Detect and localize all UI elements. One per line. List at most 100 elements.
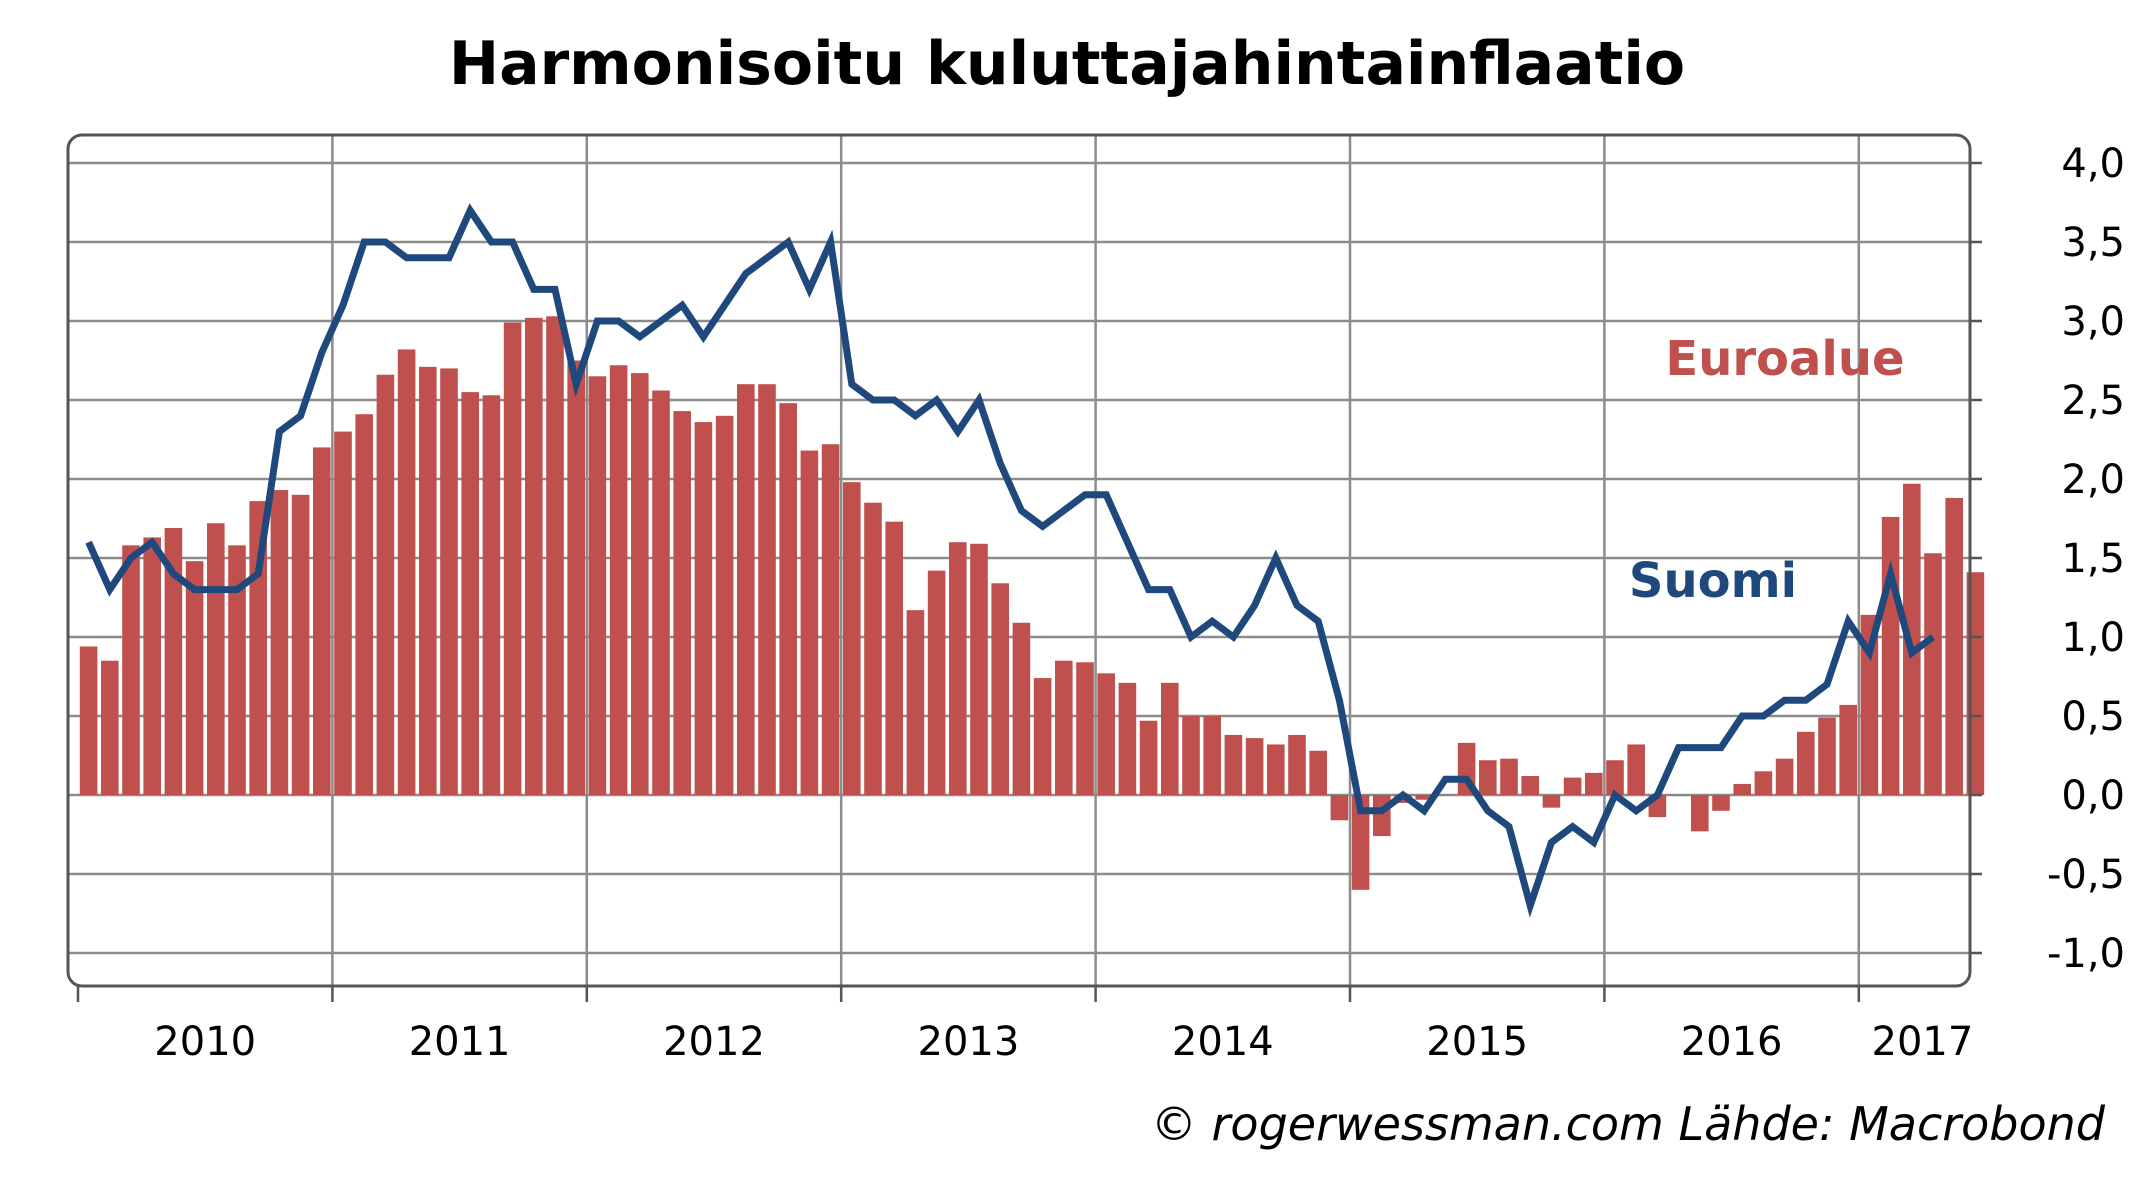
xtick-label-2010: 2010 (154, 1019, 256, 1065)
bar-euroalue-57 (1288, 734, 1306, 795)
bar-euroalue-87 (1924, 553, 1942, 795)
bar-euroalue-48 (1097, 673, 1115, 795)
y-axis: 4,0 3,5 3,0 2,5 2,0 1,5 1,0 0,5 0,0 -0,5 -1,0 (1970, 141, 2125, 977)
bar-euroalue-11 (313, 447, 331, 795)
xtick-label-2014: 2014 (1172, 1019, 1274, 1065)
bar-euroalue-6 (207, 523, 225, 795)
ytick-label-5: 1,5 (2061, 536, 2125, 582)
bar-euroalue-59 (1330, 795, 1349, 821)
bar-euroalue-54 (1224, 734, 1243, 795)
bar-euroalue-40 (927, 570, 946, 795)
bar-euroalue-51 (1161, 682, 1179, 795)
bar-euroalue-60 (1351, 795, 1370, 890)
x-axis: 2010 2011 2012 2013 2014 2015 2016 2017 (76, 986, 1974, 1065)
bar-euroalue-20 (503, 322, 522, 795)
bar-euroalue-88 (1945, 497, 1963, 795)
bar-euroalue-41 (949, 542, 967, 795)
bar-euroalue-67 (1500, 758, 1518, 795)
bar-euroalue-30 (715, 415, 734, 795)
bar-euroalue-7 (228, 545, 246, 795)
line-suomi (85, 203, 1936, 918)
bar-euroalue-12 (334, 431, 352, 795)
bar-euroalue-36 (843, 482, 861, 795)
bar-euroalue-24 (588, 376, 607, 795)
bar-euroalue-23 (567, 360, 585, 795)
ytick-label-2: 3,0 (2061, 299, 2125, 345)
bar-euroalue-42 (970, 543, 988, 795)
bar-euroalue-69 (1542, 795, 1561, 808)
bar-euroalue-1 (101, 660, 119, 795)
source-credit: © rogerwessman.com Lähde: Macrobond (1151, 1097, 2106, 1151)
bar-euroalue-31 (737, 384, 755, 795)
plot-frame (66, 133, 1972, 988)
bar-euroalue-58 (1309, 750, 1327, 795)
bar-euroalue-26 (631, 373, 649, 795)
bar-euroalue-43 (991, 583, 1009, 795)
xtick-label-2017: 2017 (1872, 1019, 1974, 1065)
bar-euroalue-32 (758, 384, 776, 795)
bar-euroalue-14 (376, 374, 395, 795)
ytick-label-9: -0,5 (2047, 852, 2125, 898)
ytick-label-0: 4,0 (2061, 141, 2125, 187)
bar-euroalue-16 (419, 366, 437, 795)
bar-euroalue-66 (1479, 760, 1497, 795)
chart-title: Harmonisoitu kuluttajahintainflaatio (449, 29, 1685, 99)
bar-euroalue-28 (673, 411, 691, 795)
xtick-label-2011: 2011 (409, 1019, 511, 1065)
bar-euroalue-17 (440, 368, 458, 795)
bar-euroalue-68 (1521, 776, 1539, 795)
bar-euroalue-37 (864, 502, 882, 795)
bar-euroalue-0 (79, 646, 98, 795)
bar-euroalue-77 (1712, 795, 1730, 811)
line-series (85, 203, 1936, 918)
bar-euroalue-3 (143, 537, 161, 795)
ytick-label-3: 2,5 (2061, 378, 2125, 424)
bar-euroalue-84 (1860, 614, 1879, 795)
bar-euroalue-63 (1415, 795, 1433, 800)
bar-euroalue-83 (1839, 704, 1857, 795)
bar-euroalue-5 (185, 561, 204, 795)
bar-euroalue-53 (1203, 716, 1221, 795)
bar-euroalue-38 (885, 521, 903, 795)
bar-euroalue-79 (1754, 771, 1773, 795)
bar-euroalue-47 (1076, 662, 1094, 795)
bar-euroalue-55 (1245, 738, 1264, 795)
bar-euroalue-19 (482, 395, 501, 795)
bar-euroalue-49 (1118, 682, 1137, 795)
ytick-label-6: 1,0 (2061, 615, 2125, 661)
bar-euroalue-85 (1881, 516, 1900, 795)
ytick-label-7: 0,5 (2061, 694, 2125, 740)
bar-euroalue-50 (1139, 720, 1158, 795)
bar-euroalue-13 (355, 414, 373, 795)
bar-euroalue-2 (122, 545, 140, 795)
bar-euroalue-45 (1033, 678, 1052, 795)
xtick-label-2012: 2012 (663, 1019, 765, 1065)
bar-euroalue-18 (461, 392, 479, 795)
xtick-label-2013: 2013 (918, 1019, 1020, 1065)
bar-euroalue-34 (800, 450, 819, 795)
bar-euroalue-70 (1563, 777, 1582, 795)
xtick-label-2015: 2015 (1426, 1019, 1528, 1065)
ytick-label-4: 2,0 (2061, 457, 2125, 503)
bar-euroalue-82 (1818, 717, 1836, 795)
bar-euroalue-61 (1373, 795, 1391, 837)
bar-euroalue-21 (525, 317, 543, 795)
bar-euroalue-75 (1669, 795, 1688, 796)
bar-euroalue-22 (546, 316, 564, 795)
bar-euroalue-15 (397, 349, 416, 795)
bar-euroalue-10 (291, 494, 310, 795)
bar-euroalue-29 (694, 422, 713, 795)
bar-euroalue-56 (1267, 744, 1285, 795)
bar-euroalue-39 (906, 610, 925, 795)
bar-euroalue-25 (609, 365, 628, 795)
legend-suomi: Suomi (1629, 553, 1797, 609)
ytick-label-10: -1,0 (2047, 931, 2125, 977)
legend-euroalue: Euroalue (1665, 331, 1904, 387)
bar-euroalue-64 (1436, 795, 1455, 796)
bar-euroalue-73 (1627, 744, 1645, 795)
ytick-label-1: 3,5 (2061, 220, 2125, 266)
bar-euroalue-44 (1012, 622, 1031, 795)
bar-euroalue-78 (1733, 783, 1751, 795)
bar-euroalue-33 (779, 403, 797, 795)
